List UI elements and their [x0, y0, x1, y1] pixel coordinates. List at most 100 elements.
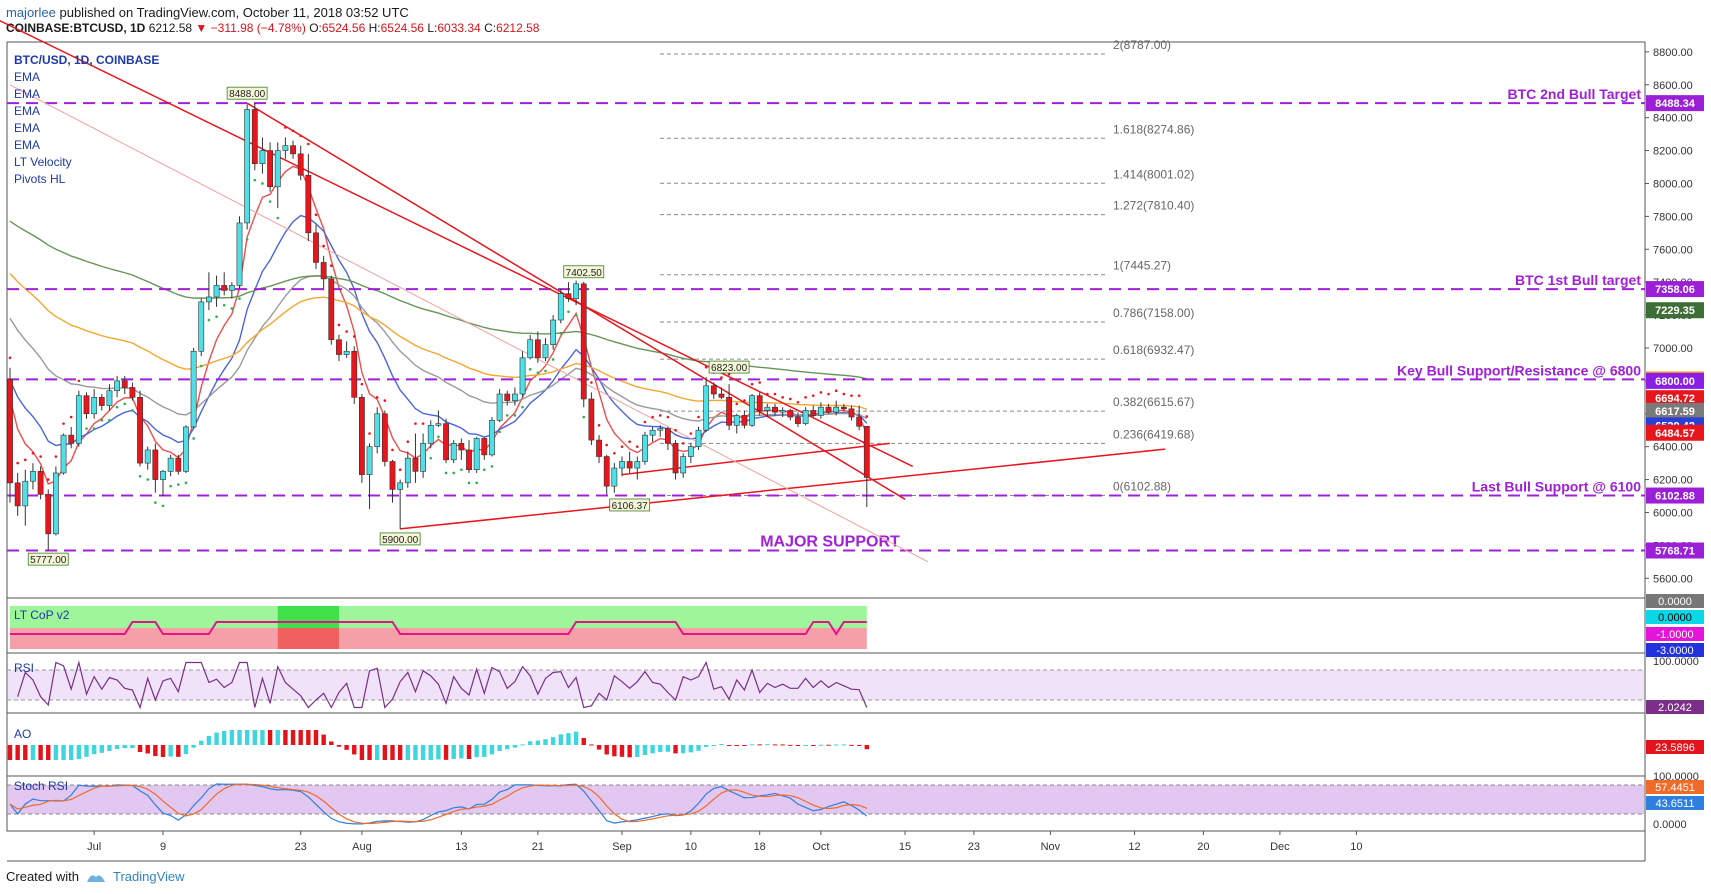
candle-body [856, 416, 863, 427]
candle-body [68, 434, 75, 444]
velocity-dot [123, 402, 127, 406]
velocity-dot [773, 392, 777, 396]
velocity-dot [766, 392, 769, 396]
ao-bar [23, 745, 28, 760]
trendline [621, 442, 890, 476]
close-label: C: [484, 21, 497, 35]
velocity-dot [605, 443, 608, 447]
velocity-dot [789, 397, 792, 401]
velocity-dot [207, 318, 211, 322]
ema-line-green [9, 220, 867, 380]
ao-bar [107, 745, 112, 751]
pivot-label-box [27, 552, 69, 566]
low-value: 6033.34 [437, 21, 481, 35]
candle-body [458, 443, 465, 451]
ao-bar [734, 745, 739, 746]
candle-body [703, 385, 710, 431]
velocity-dot [582, 415, 586, 419]
ao-bar [130, 745, 135, 749]
candle-body [519, 357, 526, 395]
fib-level-label: 0.786(7158.00) [1113, 306, 1194, 320]
candle-body [580, 283, 587, 400]
ao-bar [137, 745, 143, 753]
ema-line-orange [9, 272, 868, 410]
candle-body [718, 393, 725, 398]
y-tick-label: 8400.00 [1653, 113, 1693, 125]
ao-tag-label: 23.5896 [1655, 742, 1695, 754]
x-tick-label: 10 [1350, 841, 1362, 853]
ao-bar [160, 745, 166, 758]
candle-body [710, 385, 717, 395]
ao-bar [382, 745, 388, 760]
y-tick-label: 8200.00 [1653, 146, 1693, 158]
velocity-dot [850, 394, 853, 397]
velocity-dot [658, 414, 662, 417]
ao-bar [834, 744, 839, 746]
velocity-dot [115, 405, 119, 409]
velocity-dot [842, 392, 846, 396]
ao-bar [53, 745, 59, 760]
fib-level-label: 1.414(8001.02) [1113, 167, 1194, 181]
velocity-dot [154, 501, 157, 504]
velocity-dot [284, 126, 287, 129]
ao-bar [650, 745, 655, 754]
candle-body [420, 443, 426, 472]
velocity-dot [536, 371, 540, 374]
candle-body [259, 150, 266, 165]
candle-body [22, 480, 29, 507]
candle-body [810, 410, 817, 416]
candle-body [687, 446, 694, 457]
fib-level-label: 1(7445.27) [1113, 259, 1171, 273]
level-label: MAJOR SUPPORT [760, 534, 900, 551]
ema-line-gray [9, 275, 868, 422]
velocity-dot [360, 382, 364, 386]
velocity-dot [398, 468, 402, 471]
velocity-dot [452, 471, 456, 475]
stoch-k-line [9, 783, 868, 825]
ao-bar [61, 745, 66, 760]
candle-body [741, 415, 748, 426]
candle-body [511, 393, 518, 401]
ao-bar [856, 745, 862, 746]
candle-body [52, 472, 59, 535]
velocity-dot [590, 381, 593, 384]
velocity-dot [559, 331, 563, 335]
x-tick-label: 12 [1128, 841, 1140, 853]
velocity-dot [337, 323, 341, 327]
low-label: L: [427, 21, 438, 35]
cop-tag [1646, 627, 1704, 641]
price-tag [1646, 372, 1704, 389]
candle-body [320, 262, 327, 280]
ao-bar [153, 745, 158, 757]
velocity-dot [345, 330, 348, 333]
velocity-dot [743, 399, 746, 402]
ao-bar [298, 730, 303, 745]
y-tick-label: 5600.00 [1653, 573, 1693, 585]
cop-tag-label: 0.0000 [1658, 612, 1692, 624]
tradingview-brand[interactable]: TradingView [112, 869, 185, 884]
legend-entry: LT Velocity [14, 155, 72, 169]
ao-bar [627, 745, 632, 758]
velocity-dot [299, 134, 303, 138]
velocity-dot [291, 129, 295, 133]
ao-bar [290, 730, 296, 745]
candle-body [152, 449, 159, 480]
velocity-dot [697, 415, 700, 419]
candle-body [213, 285, 220, 298]
price-tag [1646, 302, 1704, 319]
publisher-name[interactable]: majorlee [6, 5, 56, 20]
ao-bar [283, 730, 288, 745]
ao-bar [742, 745, 747, 746]
velocity-dot [406, 440, 410, 444]
trendline [0, 19, 914, 468]
price-tag [1646, 487, 1704, 504]
ao-bar [658, 745, 663, 752]
ao-bar [566, 733, 571, 745]
candle-body [489, 420, 495, 456]
cop-line [10, 621, 867, 636]
x-tick-label: Jul [87, 841, 101, 853]
velocity-dot [24, 458, 27, 462]
velocity-dot [253, 178, 257, 182]
rsi-panel-label: RSI [14, 661, 34, 675]
